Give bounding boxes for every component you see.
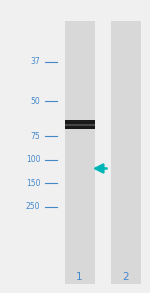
- Text: 37: 37: [31, 57, 40, 66]
- Bar: [111, 21, 141, 284]
- Text: 50: 50: [31, 97, 40, 105]
- Text: 2: 2: [123, 272, 129, 282]
- Text: 250: 250: [26, 202, 40, 211]
- Bar: [64, 21, 94, 284]
- Text: 1: 1: [76, 272, 83, 282]
- Text: 100: 100: [26, 155, 40, 164]
- Text: 150: 150: [26, 179, 40, 188]
- Bar: [64, 124, 94, 126]
- Bar: [64, 120, 94, 129]
- Text: 75: 75: [31, 132, 40, 141]
